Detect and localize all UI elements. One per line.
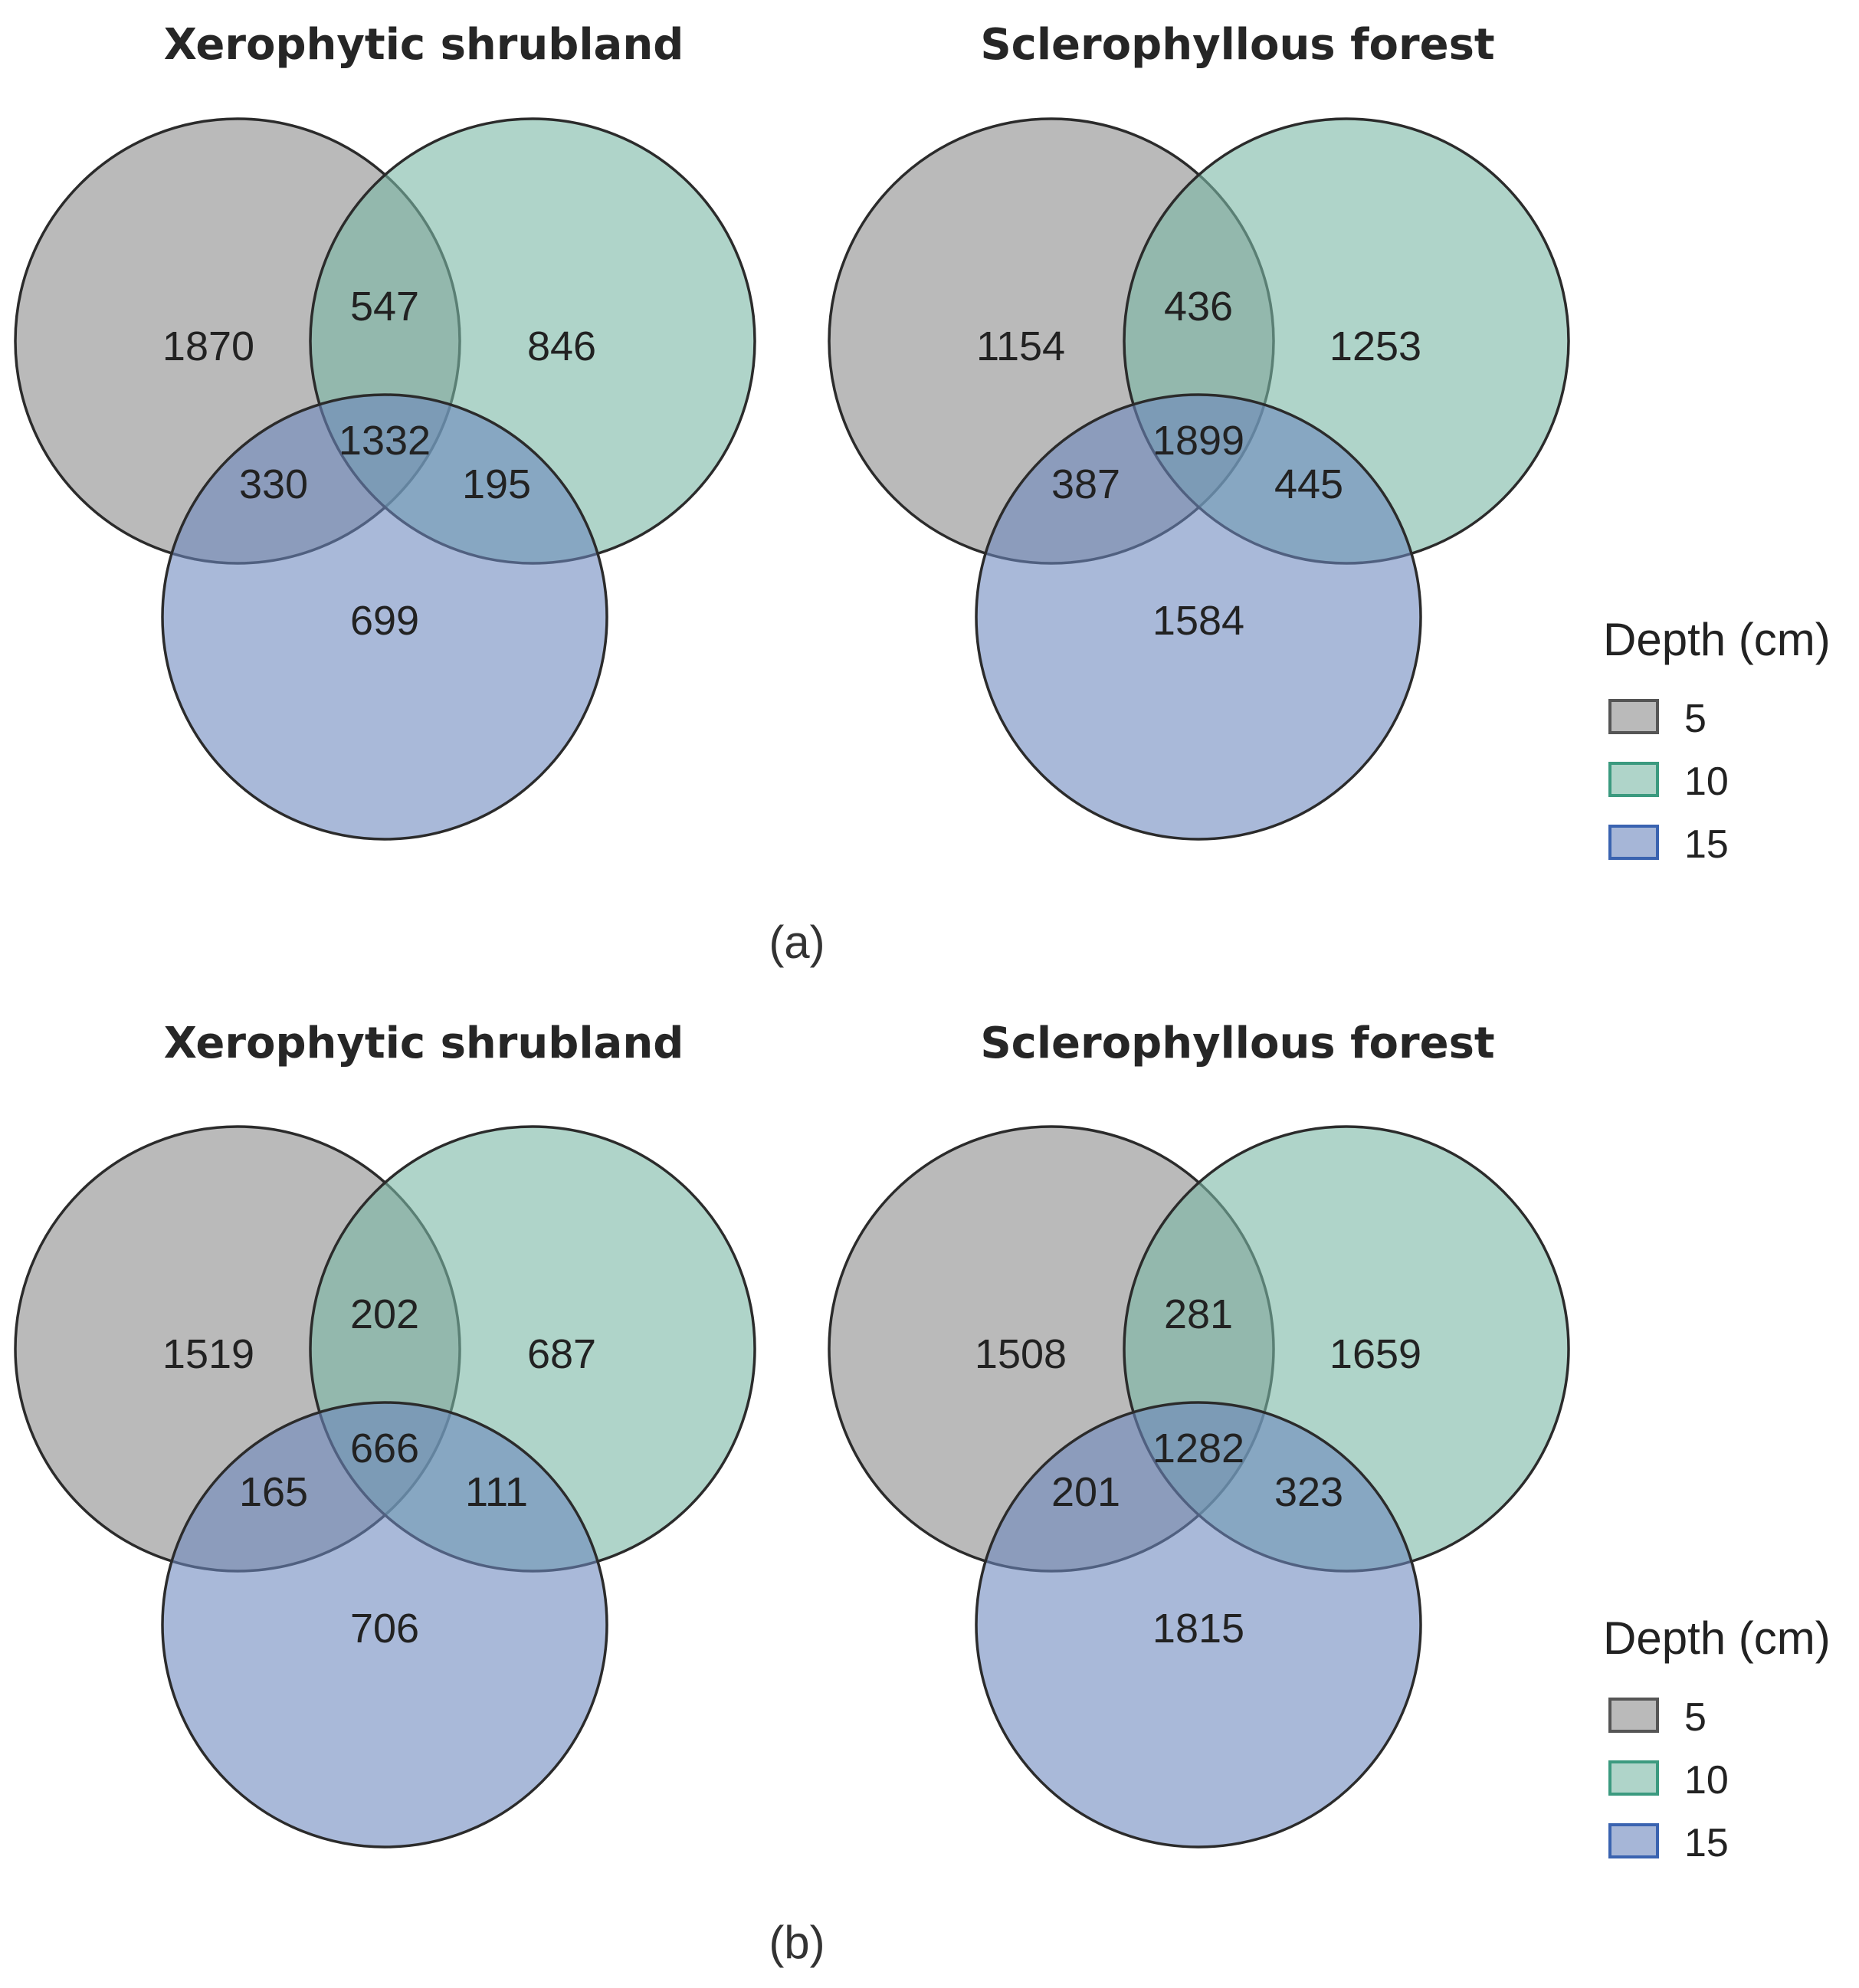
count-only-10: 846: [527, 323, 596, 369]
legend-label-10: 10: [1684, 1758, 1729, 1803]
count-only-15: 1584: [1152, 598, 1244, 644]
venn-a1-xerophytic-shrubland: Xerophytic shrubland 1870 846 699 547 33…: [14, 20, 756, 841]
legend-swatch-5: [1608, 1698, 1659, 1733]
circle-depth-15: [161, 393, 608, 841]
legend-swatch-15: [1608, 825, 1659, 860]
legend-b: Depth (cm) 5 10 15: [1603, 1612, 1831, 1865]
legend-swatch-5: [1608, 699, 1659, 734]
count-only-5: 1519: [162, 1331, 254, 1377]
circle-depth-15: [975, 1401, 1422, 1849]
count-10-15: 195: [462, 461, 531, 507]
count-5-10: 202: [350, 1291, 419, 1337]
legend-title: Depth (cm): [1603, 1612, 1831, 1664]
legend-swatch-15: [1608, 1823, 1659, 1858]
count-10-15: 111: [465, 1469, 528, 1515]
legend-title: Depth (cm): [1603, 614, 1831, 665]
panel-b: Xerophytic shrubland 1519 687 706 202 16…: [14, 1019, 1831, 1968]
count-5-15: 330: [239, 461, 308, 507]
legend-swatch-10: [1608, 1760, 1659, 1796]
count-all: 1899: [1152, 418, 1244, 464]
panel-label-b: (b): [769, 1917, 825, 1968]
count-5-10: 436: [1164, 284, 1233, 330]
legend-label-5: 5: [1684, 697, 1707, 741]
circle-depth-15: [975, 393, 1422, 841]
circle-depth-15: [161, 1401, 608, 1849]
count-all: 666: [350, 1425, 419, 1471]
count-all: 1282: [1152, 1425, 1244, 1471]
count-only-15: 706: [350, 1606, 419, 1652]
count-5-15: 387: [1051, 461, 1120, 507]
venn-a1-title: Xerophytic shrubland: [164, 20, 684, 70]
count-5-10: 281: [1164, 1291, 1233, 1337]
count-only-15: 1815: [1152, 1606, 1244, 1652]
legend-label-10: 10: [1684, 759, 1729, 804]
count-only-5: 1870: [162, 323, 254, 369]
count-only-5: 1508: [975, 1331, 1067, 1377]
count-5-15: 201: [1051, 1469, 1120, 1515]
count-only-15: 699: [350, 598, 419, 644]
venn-b1-xerophytic-shrubland: Xerophytic shrubland 1519 687 706 202 16…: [14, 1019, 756, 1849]
count-5-15: 165: [239, 1469, 308, 1515]
count-only-5: 1154: [976, 323, 1065, 369]
legend-label-5: 5: [1684, 1695, 1707, 1740]
venn-a2-title: Sclerophyllous forest: [980, 20, 1494, 70]
legend-label-15: 15: [1684, 822, 1729, 867]
count-10-15: 445: [1274, 461, 1343, 507]
count-5-10: 547: [350, 284, 419, 330]
legend-swatch-10: [1608, 762, 1659, 797]
venn-a2-sclerophyllous-forest: Sclerophyllous forest 1154 1253 1584 436…: [828, 20, 1570, 841]
count-only-10: 1659: [1329, 1331, 1421, 1377]
count-only-10: 1253: [1329, 323, 1421, 369]
count-only-10: 687: [527, 1331, 596, 1377]
legend-label-15: 15: [1684, 1821, 1729, 1865]
count-all: 1332: [339, 418, 431, 464]
venn-b2-title: Sclerophyllous forest: [980, 1019, 1494, 1068]
panel-a: Xerophytic shrubland 1870 846 699 547 33…: [14, 20, 1831, 968]
venn-b1-title: Xerophytic shrubland: [164, 1019, 684, 1068]
venn-b2-sclerophyllous-forest: Sclerophyllous forest 1508 1659 1815 281…: [828, 1019, 1570, 1849]
count-10-15: 323: [1274, 1469, 1343, 1515]
legend-a: Depth (cm) 5 10 15: [1603, 614, 1831, 867]
panel-label-a: (a): [769, 917, 825, 968]
